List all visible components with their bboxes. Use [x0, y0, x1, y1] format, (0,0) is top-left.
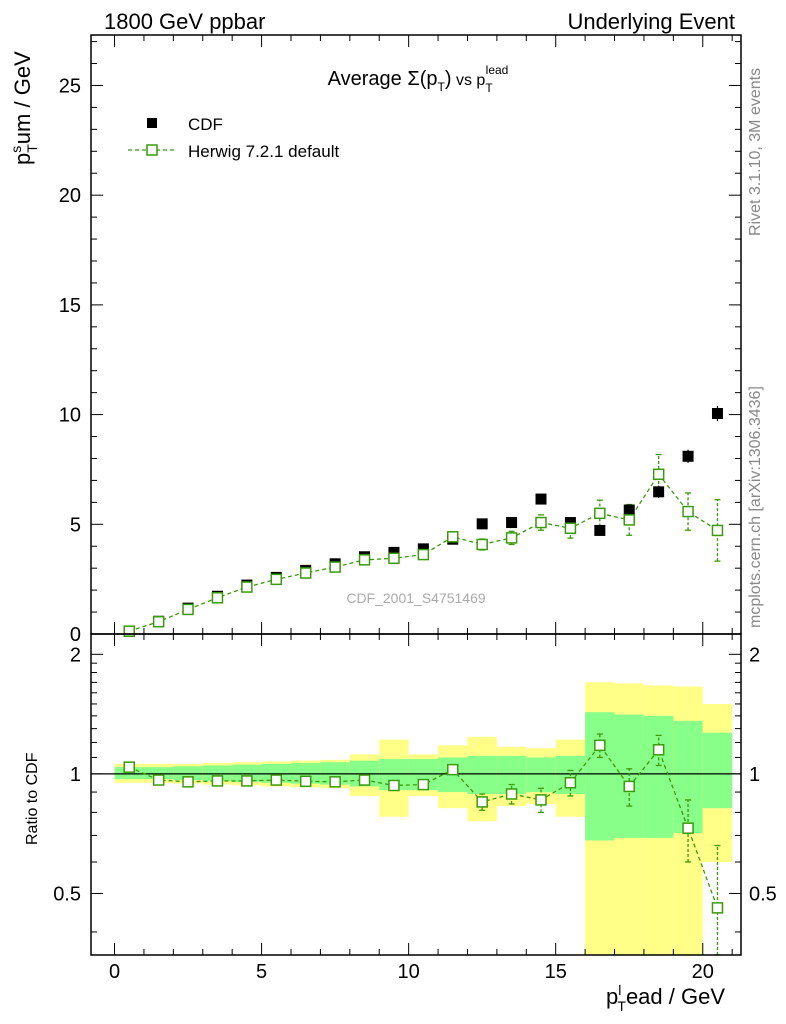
band-inner-bin	[232, 764, 262, 782]
header-right: Underlying Event	[567, 9, 735, 34]
ratio-point	[358, 774, 371, 786]
herwig-point	[123, 625, 135, 637]
herwig-point	[711, 524, 724, 537]
herwig-point	[270, 573, 283, 586]
herwig-point	[211, 592, 224, 604]
ratio-point	[447, 763, 459, 776]
cdf-point	[506, 517, 518, 529]
mcplots-label: mcplots.cern.ch [arXiv:1306.3436]	[747, 386, 764, 628]
cdf-point	[594, 524, 606, 536]
ratio-ytick-label: 1	[70, 764, 81, 786]
rivet-label: Rivet 3.1.10, 3M events	[747, 68, 764, 236]
cdf-point	[476, 518, 488, 530]
band-inner-bin	[467, 755, 497, 794]
band-inner-bin	[643, 715, 674, 838]
herwig-point	[299, 567, 312, 579]
main-ytick-label: 0	[70, 624, 81, 646]
main-ytick-label: 25	[59, 75, 81, 97]
main-ytick-label: 5	[70, 514, 81, 536]
xtick-label: 0	[109, 961, 120, 983]
ratio-point	[564, 776, 577, 789]
herwig-point	[182, 603, 194, 616]
legend-cdf-label: CDF	[188, 115, 223, 134]
legend-cdf-marker	[147, 118, 157, 128]
herwig-point	[564, 522, 577, 534]
band-inner-bin	[261, 763, 291, 783]
ratio-panel-frame	[90, 633, 742, 956]
xtick-label: 10	[398, 961, 420, 983]
ratio-ylabel: Ratio to CDF	[24, 752, 41, 845]
herwig-point	[447, 531, 459, 543]
cdf-point	[653, 486, 665, 498]
herwig-point	[505, 532, 518, 544]
ratio-point	[211, 775, 224, 787]
main-ytick-label: 20	[59, 185, 81, 207]
ratio-point	[711, 902, 724, 914]
cdf-point	[388, 546, 400, 558]
herwig-point	[152, 615, 165, 628]
herwig-point	[241, 581, 253, 593]
ratio-point	[652, 744, 665, 756]
ratio-ytick-label-right: 0.5	[749, 883, 777, 905]
legend-mc-marker	[146, 144, 158, 156]
ratio-point	[535, 794, 547, 806]
cdf-point	[623, 504, 635, 516]
ratio-point	[299, 775, 312, 788]
main-series	[123, 405, 724, 637]
cdf-point	[535, 493, 547, 505]
ratio-point	[505, 788, 518, 800]
ratio-point	[476, 796, 488, 808]
main-ytick-label: 10	[59, 405, 81, 427]
cdf-point	[682, 450, 694, 462]
ratio-axes: 0 5 10 15 20 0.5 0.5 1 1 2 2	[53, 634, 777, 983]
main-axes: 0 5 10 15 20 25	[59, 35, 741, 646]
analysis-watermark: CDF_2001_S4751469	[346, 590, 486, 606]
band-inner-bin	[173, 766, 203, 781]
band-inner-bin	[614, 714, 644, 838]
herwig-point	[594, 507, 606, 520]
ratio-point	[123, 761, 135, 773]
legend: CDF Herwig 7.2.1 default	[128, 115, 339, 161]
ratio-point	[270, 774, 283, 786]
band-inner-bin	[585, 712, 615, 841]
ratio-ytick-label-right: 1	[749, 764, 760, 786]
herwig-point	[417, 548, 430, 561]
xtick-label: 15	[545, 961, 567, 983]
band-inner-bin	[526, 757, 556, 793]
ratio-uncertainty-bands	[114, 682, 733, 955]
ratio-ytick-label: 0.5	[53, 883, 81, 905]
ratio-point	[329, 776, 341, 788]
herwig-point	[682, 505, 694, 518]
main-ytick-label: 15	[59, 295, 81, 317]
herwig-point	[652, 468, 665, 481]
x-axis-label: pl Tead / GeV	[606, 982, 725, 1014]
herwig-point	[388, 552, 400, 565]
ratio-point	[182, 776, 194, 788]
chart-title: Average Σ(pT) vs pTlead	[328, 63, 509, 95]
herwig-point	[535, 516, 547, 529]
ratio-point	[388, 779, 400, 792]
ratio-point	[623, 780, 635, 793]
ratio-point	[417, 778, 430, 791]
ratio-point	[594, 739, 606, 752]
ratio-series	[123, 733, 724, 956]
xtick-label: 20	[692, 961, 714, 983]
xtick-label: 5	[256, 961, 267, 983]
cdf-point	[711, 407, 723, 419]
header-left: 1800 GeV ppbar	[104, 9, 265, 34]
herwig-point	[329, 561, 341, 573]
main-ylabel: psTum / GeV	[8, 51, 40, 165]
band-inner-bin	[202, 765, 233, 781]
herwig-point	[358, 554, 371, 566]
legend-mc-label: Herwig 7.2.1 default	[188, 142, 339, 161]
band-inner-bin	[702, 732, 733, 809]
ratio-point	[241, 775, 253, 787]
ratio-ytick-label: 2	[70, 644, 81, 666]
ratio-ytick-label-right: 2	[749, 644, 760, 666]
herwig-point	[623, 514, 635, 526]
ratio-point	[682, 822, 694, 834]
herwig-point	[476, 538, 488, 551]
ratio-point	[152, 774, 165, 786]
